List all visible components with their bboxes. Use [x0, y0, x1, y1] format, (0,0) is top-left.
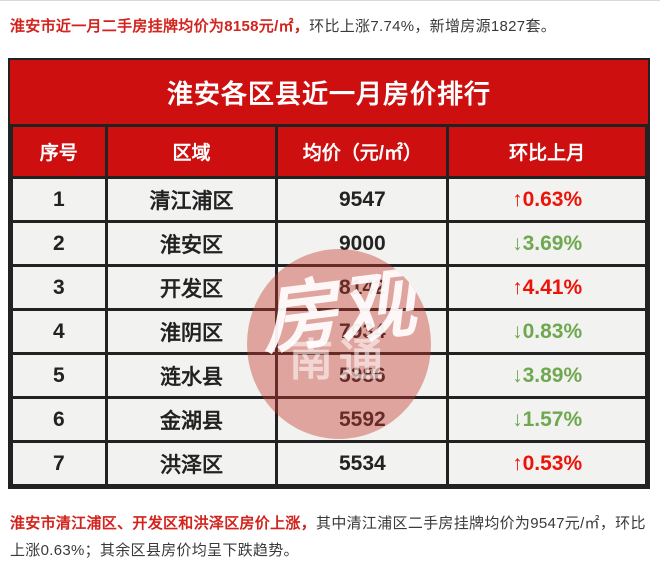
district-cell: 淮阴区 [104, 308, 279, 355]
price-cell: 9000 [275, 220, 450, 267]
rank-cell: 4 [10, 308, 108, 355]
table-row: 7 洪泽区 5534 ↑0.53% [10, 440, 648, 487]
price-cell: 8142 [275, 264, 450, 311]
rank-cell: 5 [10, 352, 108, 399]
table-row: 5 涟水县 5986 ↓3.89% [10, 352, 648, 399]
district-cell: 淮安区 [104, 220, 279, 267]
change-cell: ↑4.41% [446, 264, 648, 311]
district-cell: 洪泽区 [104, 440, 279, 487]
table-row: 3 开发区 8142 ↑4.41% [10, 264, 648, 311]
change-cell: ↓0.83% [446, 308, 648, 355]
district-cell: 清江浦区 [104, 176, 279, 223]
change-cell: ↓3.89% [446, 352, 648, 399]
table-header-row: 序号 区域 均价（元/㎡） 环比上月 [10, 124, 648, 179]
change-cell: ↑0.63% [446, 176, 648, 223]
change-cell: ↑0.53% [446, 440, 648, 487]
table-row: 2 淮安区 9000 ↓3.69% [10, 220, 648, 267]
bottom-summary-highlight: 淮安市清江浦区、开发区和洪泽区房价上涨， [10, 515, 317, 532]
change-cell: ↓3.69% [446, 220, 648, 267]
district-cell: 金湖县 [104, 396, 279, 443]
col-header-district: 区域 [104, 124, 279, 179]
bottom-summary-rest: 其中清江浦区二手房挂牌均价为9547元/㎡，环比上涨0.63%；其余区县房价均呈… [10, 515, 646, 559]
price-cell: 9547 [275, 176, 450, 223]
rank-cell: 1 [10, 176, 108, 223]
rank-cell: 7 [10, 440, 108, 487]
rank-cell: 3 [10, 264, 108, 311]
top-summary-highlight: 淮安市近一月二手房挂牌均价为8158元/㎡， [10, 18, 310, 35]
top-summary: 淮安市近一月二手房挂牌均价为8158元/㎡，环比上涨7.74%，新增房源1827… [0, 13, 660, 40]
price-cell: 5534 [275, 440, 450, 487]
district-cell: 开发区 [104, 264, 279, 311]
price-cell: 5986 [275, 352, 450, 399]
col-header-rank: 序号 [10, 124, 108, 179]
rank-cell: 6 [10, 396, 108, 443]
bottom-summary: 淮安市清江浦区、开发区和洪泽区房价上涨，其中清江浦区二手房挂牌均价为9547元/… [0, 510, 660, 564]
price-cell: 7934 [275, 308, 450, 355]
col-header-price: 均价（元/㎡） [275, 124, 450, 179]
rank-cell: 2 [10, 220, 108, 267]
table-row: 1 清江浦区 9547 ↑0.63% [10, 176, 648, 223]
change-cell: ↓1.57% [446, 396, 648, 443]
price-ranking-table: 淮安各区县近一月房价排行 序号 区域 均价（元/㎡） 环比上月 1 清江浦区 9… [8, 58, 650, 489]
table-title: 淮安各区县近一月房价排行 [10, 60, 648, 124]
price-cell: 5592 [275, 396, 450, 443]
price-table: 序号 区域 均价（元/㎡） 环比上月 1 清江浦区 9547 ↑0.63% 2 … [10, 124, 648, 487]
col-header-change: 环比上月 [446, 124, 648, 179]
top-summary-rest: 环比上涨7.74%，新增房源1827套。 [309, 18, 557, 35]
district-cell: 涟水县 [104, 352, 279, 399]
table-row: 6 金湖县 5592 ↓1.57% [10, 396, 648, 443]
table-row: 4 淮阴区 7934 ↓0.83% [10, 308, 648, 355]
